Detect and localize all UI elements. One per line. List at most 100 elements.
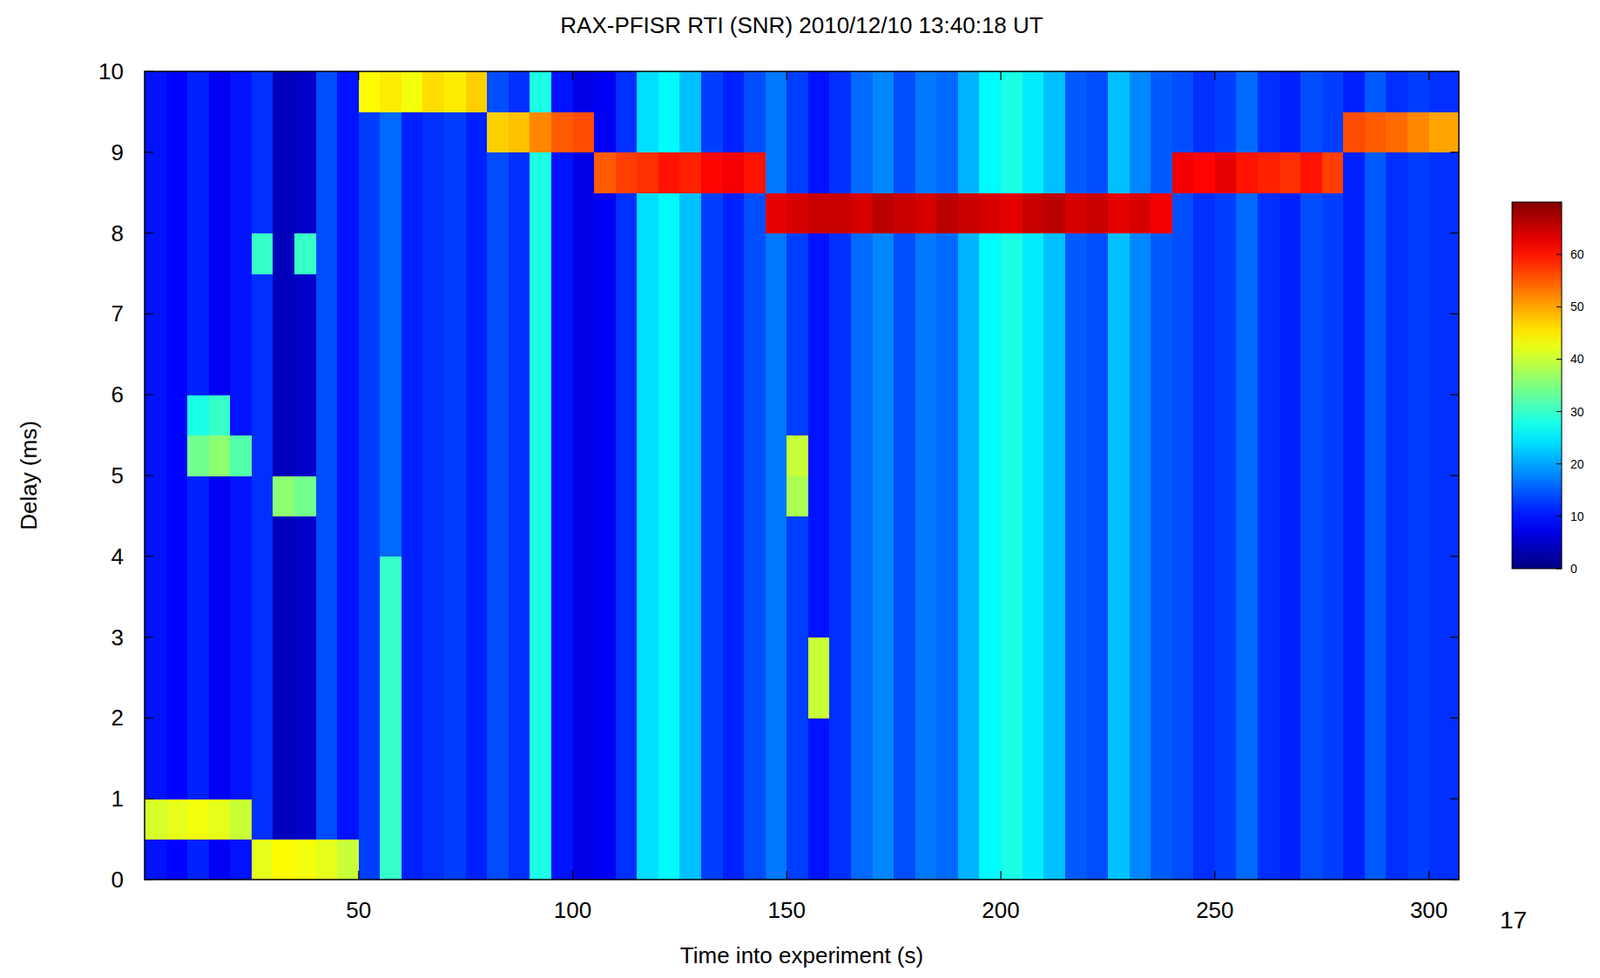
heatmap-cell	[1257, 435, 1280, 477]
heatmap-cell	[829, 394, 851, 436]
heatmap-cell	[615, 798, 638, 840]
heatmap-cell	[422, 677, 445, 719]
heatmap-cell	[1043, 313, 1066, 355]
heatmap-cell	[594, 435, 616, 477]
heatmap-cell	[1257, 273, 1280, 315]
heatmap-cell	[1107, 192, 1130, 234]
heatmap-cell	[551, 152, 574, 194]
heatmap-cell	[251, 839, 274, 880]
heatmap-cell	[850, 637, 873, 679]
x-tick-label: 50	[345, 897, 372, 924]
x-tick	[1214, 71, 1216, 81]
heatmap-cell	[1385, 475, 1408, 517]
title: RAX-PFISR RTI (SNR) 2010/12/10 13:40:18 …	[560, 12, 1044, 39]
heatmap-cell	[272, 233, 295, 275]
heatmap-cell	[379, 313, 402, 355]
heatmap-cell	[1129, 515, 1152, 557]
heatmap-cell	[573, 839, 595, 880]
heatmap-cell	[636, 556, 659, 598]
heatmap-cell	[166, 354, 189, 396]
heatmap-cell	[272, 192, 295, 234]
heatmap-cell	[401, 313, 424, 355]
y-tick	[1450, 636, 1459, 638]
heatmap-cell	[872, 758, 895, 800]
heatmap-cell	[144, 839, 167, 880]
heatmap-cell	[486, 273, 509, 315]
heatmap-cell	[1279, 556, 1302, 598]
heatmap-cell	[1407, 152, 1430, 194]
heatmap-cell	[829, 435, 851, 477]
heatmap-cell	[422, 354, 445, 396]
heatmap-cell	[1000, 313, 1023, 355]
heatmap-cell	[1343, 839, 1365, 880]
heatmap-cell	[893, 313, 916, 355]
heatmap-cell	[1150, 435, 1173, 477]
heatmap-cell	[209, 556, 231, 598]
heatmap-cell	[850, 475, 873, 517]
heatmap-cell	[1429, 677, 1459, 719]
heatmap-cell	[765, 515, 788, 557]
heatmap-cell	[294, 475, 317, 517]
heatmap-cell	[573, 233, 595, 275]
heatmap-cell	[401, 152, 424, 194]
heatmap-cell	[422, 758, 445, 800]
heatmap-cell	[594, 273, 616, 315]
heatmap-cell	[316, 515, 338, 557]
heatmap-cell	[1322, 475, 1344, 517]
heatmap-cell	[337, 596, 359, 638]
heatmap-cell	[1086, 677, 1108, 719]
heatmap-cell	[251, 394, 274, 436]
heatmap-cell	[1429, 556, 1459, 598]
heatmap-cell	[1257, 152, 1280, 194]
heatmap-cell	[743, 677, 766, 719]
heatmap-cell	[1343, 273, 1365, 315]
heatmap-cell	[829, 717, 851, 759]
heatmap-cell	[850, 556, 873, 598]
heatmap-cell	[850, 515, 873, 557]
heatmap-cell	[166, 839, 189, 880]
heatmap-cell	[187, 596, 210, 638]
heatmap-cell	[1322, 677, 1344, 719]
heatmap-cell	[701, 677, 723, 719]
heatmap-cell	[1172, 273, 1195, 315]
heatmap-cell	[1257, 556, 1280, 598]
heatmap-cell	[166, 515, 189, 557]
heatmap-cell	[808, 839, 831, 880]
heatmap-cell	[808, 556, 831, 598]
heatmap-cell	[978, 677, 1001, 719]
heatmap-cell	[1322, 758, 1344, 800]
heatmap-cell	[187, 152, 210, 194]
heatmap-cell	[465, 233, 488, 275]
heatmap-cell	[594, 515, 616, 557]
heatmap-cell	[209, 637, 231, 679]
heatmap-cell	[1065, 556, 1087, 598]
heatmap-cell	[1193, 677, 1216, 719]
heatmap-cell	[658, 111, 681, 153]
heatmap-cell	[251, 677, 274, 719]
heatmap-cell	[1235, 233, 1258, 275]
heatmap-cell	[594, 354, 616, 396]
heatmap-cell	[829, 111, 851, 153]
y-tick-label: 8	[111, 220, 124, 247]
heatmap-cell	[958, 717, 980, 759]
heatmap-cell	[1215, 435, 1237, 477]
heatmap-cell	[166, 758, 189, 800]
heatmap-cell	[615, 233, 638, 275]
heatmap-cell	[1172, 596, 1195, 638]
heatmap-cell	[915, 798, 938, 840]
heatmap-cell	[1279, 515, 1302, 557]
heatmap-cell	[1215, 637, 1237, 679]
heatmap-cell	[701, 313, 723, 355]
heatmap-cell	[872, 192, 895, 234]
heatmap-cell	[722, 71, 745, 113]
heatmap-cell	[1022, 354, 1045, 396]
heatmap-cell	[251, 354, 274, 396]
heatmap-cell	[978, 152, 1001, 194]
heatmap-cell	[486, 839, 509, 880]
heatmap-cell	[166, 798, 189, 840]
heatmap-cell	[1065, 475, 1087, 517]
heatmap-cell	[765, 233, 788, 275]
heatmap-cell	[144, 152, 167, 194]
heatmap-cell	[1172, 435, 1195, 477]
y-tick	[1450, 878, 1459, 880]
